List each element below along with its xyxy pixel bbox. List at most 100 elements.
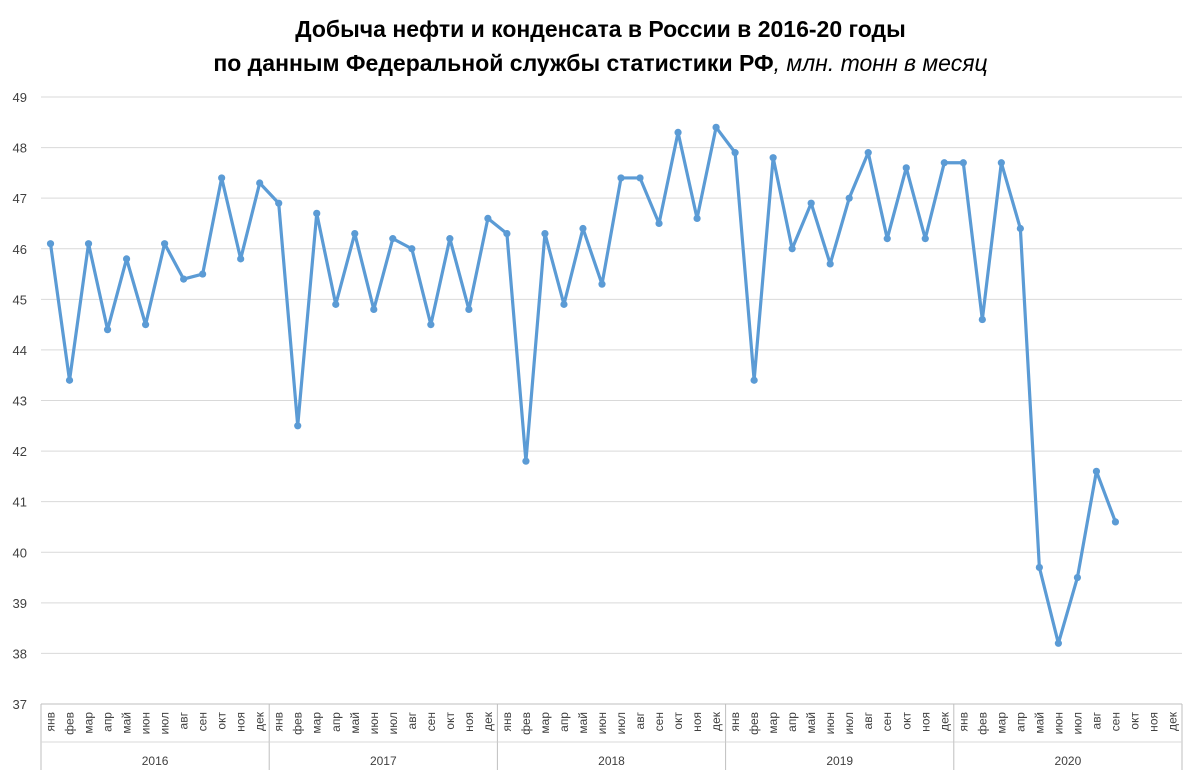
- x-tick-label: окт: [215, 712, 229, 730]
- x-tick-label: фев: [291, 712, 305, 735]
- x-tick-label: ноя: [234, 712, 248, 732]
- data-point: [541, 229, 549, 238]
- x-tick-label: сен: [652, 712, 666, 731]
- data-point: [1035, 563, 1043, 572]
- data-point: [617, 174, 625, 182]
- data-point: [522, 457, 530, 465]
- x-tick-label: ноя: [1146, 712, 1160, 732]
- data-point: [1092, 467, 1101, 475]
- y-tick-label: 42: [13, 444, 27, 459]
- y-tick-label: 39: [13, 596, 27, 611]
- x-tick-label: окт: [1127, 712, 1141, 730]
- data-point: [636, 174, 644, 182]
- x-tick-label: июн: [823, 712, 837, 734]
- chart-title-units: , млн. тонн в месяц: [773, 50, 988, 76]
- x-group-label: 2018: [598, 754, 625, 768]
- data-point: [351, 229, 359, 238]
- x-tick-label: фев: [747, 712, 761, 735]
- data-point: [769, 154, 777, 162]
- data-point: [218, 174, 226, 182]
- data-point: [579, 224, 587, 233]
- y-tick-label: 37: [13, 697, 27, 712]
- x-tick-label: сен: [196, 712, 210, 731]
- x-tick-label: дек: [481, 711, 495, 731]
- x-tick-label: май: [348, 712, 362, 734]
- x-group-label: 2020: [1055, 754, 1082, 768]
- x-tick-label: авг: [861, 711, 875, 729]
- x-tick-label: дек: [937, 711, 951, 731]
- y-tick-label: 41: [13, 495, 27, 510]
- x-tick-label: июл: [842, 712, 856, 734]
- data-point: [161, 240, 169, 248]
- data-point: [84, 240, 93, 248]
- data-point: [313, 209, 321, 217]
- x-tick-label: май: [120, 712, 134, 734]
- data-point: [1054, 639, 1062, 647]
- data-point: [1016, 224, 1024, 233]
- x-tick-label: май: [576, 712, 590, 734]
- x-tick-label: сен: [1108, 712, 1122, 731]
- x-tick-label: янв: [956, 712, 970, 732]
- y-tick-label: 49: [13, 90, 27, 105]
- data-point: [807, 199, 815, 207]
- x-tick-label: мар: [82, 712, 96, 734]
- data-point: [370, 305, 378, 314]
- data-point: [1111, 518, 1120, 526]
- y-axis: 37 38 39 40 41 42 43 44 45 46 47 48 49: [13, 90, 27, 712]
- x-tick-label: июл: [158, 712, 172, 734]
- x-tick-label: янв: [44, 712, 58, 732]
- data-point: [332, 300, 340, 308]
- series-production: [46, 123, 1120, 647]
- data-point: [294, 422, 302, 430]
- chart-title: Добыча нефти и конденсата в России в 201…: [0, 12, 1201, 80]
- data-point: [484, 214, 492, 222]
- chart-title-line1: Добыча нефти и конденсата в России в 201…: [295, 16, 906, 42]
- data-point: [103, 326, 112, 334]
- chart-title-line2: по данным Федеральной службы статистики …: [0, 46, 1201, 80]
- data-point: [389, 235, 397, 243]
- data-point: [731, 149, 739, 157]
- data-point: [560, 300, 568, 308]
- data-point: [237, 255, 245, 263]
- x-tick-label: авг: [177, 711, 191, 729]
- data-point: [46, 240, 55, 248]
- data-point: [141, 321, 150, 329]
- x-tick-label: мар: [310, 712, 324, 734]
- y-tick-label: 44: [13, 343, 27, 358]
- x-tick-label: фев: [63, 712, 77, 735]
- y-tick-label: 46: [13, 242, 27, 257]
- x-tick-label: авг: [1089, 711, 1103, 729]
- x-tick-label: апр: [101, 712, 115, 732]
- data-point: [693, 214, 701, 222]
- x-tick-label: авг: [405, 711, 419, 729]
- x-tick-label: окт: [443, 712, 457, 730]
- x-tick-label: фев: [519, 712, 533, 735]
- x-tick-label: апр: [557, 712, 571, 732]
- data-point: [408, 245, 416, 253]
- x-tick-label: дек: [709, 711, 723, 731]
- data-point: [427, 321, 435, 329]
- x-tick-label: сен: [424, 712, 438, 731]
- data-point: [788, 245, 796, 253]
- y-tick-label: 45: [13, 292, 27, 307]
- data-point: [902, 164, 910, 172]
- x-tick-label: апр: [329, 712, 343, 732]
- x-tick-label: фев: [975, 712, 989, 735]
- x-tick-label: июл: [614, 712, 628, 734]
- data-point: [997, 159, 1005, 167]
- data-point: [199, 270, 207, 278]
- x-tick-label: ноя: [462, 712, 476, 732]
- x-tick-label: июн: [367, 712, 381, 734]
- data-point: [503, 229, 511, 238]
- x-tick-label: мар: [994, 712, 1008, 734]
- data-point: [712, 123, 720, 131]
- x-tick-label: авг: [633, 711, 647, 729]
- data-point: [959, 159, 967, 167]
- data-point: [465, 305, 473, 314]
- data-point: [750, 376, 758, 384]
- x-tick-label: окт: [899, 712, 913, 730]
- y-tick-label: 40: [13, 545, 27, 560]
- x-tick-label: апр: [785, 712, 799, 732]
- data-point: [275, 199, 283, 207]
